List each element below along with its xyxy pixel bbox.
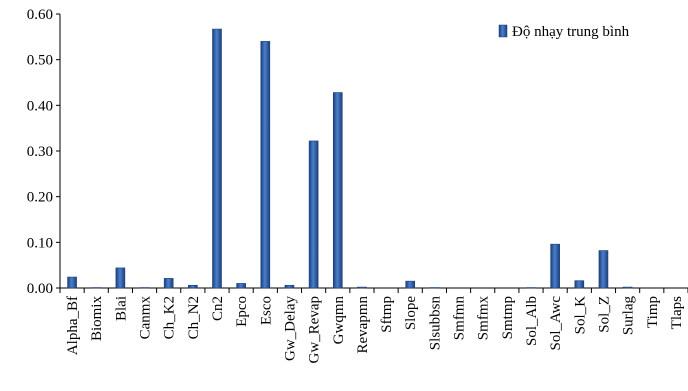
y-tick-label: 0.60 bbox=[27, 7, 53, 23]
bar-sol-k bbox=[575, 281, 584, 288]
x-tick-label: Revapmn bbox=[355, 296, 371, 354]
x-tick-label: Alpha_Bf bbox=[65, 296, 81, 355]
x-tick-label: Sol_K bbox=[572, 296, 588, 335]
bar-epco bbox=[237, 283, 246, 288]
bar-ch-k2 bbox=[164, 278, 173, 288]
x-tick-label: Smfmx bbox=[476, 296, 492, 341]
y-tick-label: 0.30 bbox=[27, 144, 53, 160]
y-tick-label: 0.20 bbox=[27, 190, 53, 206]
y-axis: 0.00 0.10 0.20 0.30 0.40 0.50 0.60 bbox=[27, 7, 60, 297]
y-tick-label: 0.50 bbox=[27, 53, 53, 69]
x-tick-label: Tlaps bbox=[669, 296, 685, 329]
x-tick-label: Epco bbox=[234, 296, 250, 327]
legend-swatch bbox=[499, 25, 507, 37]
y-tick-label: 0.00 bbox=[27, 281, 53, 297]
x-tick-label: Sol_Alb bbox=[524, 296, 540, 346]
x-tick-label: Slope bbox=[403, 296, 419, 331]
legend-label: Độ nhạy trung bình bbox=[512, 24, 630, 40]
x-tick-label: Canmx bbox=[138, 296, 154, 340]
bar-sol-z bbox=[599, 251, 608, 288]
x-tick-label: Timp bbox=[645, 296, 661, 328]
bar-surlag bbox=[623, 287, 632, 288]
bar-ch-n2 bbox=[188, 285, 197, 288]
x-tick-label: Gw_Revap bbox=[307, 296, 323, 364]
bar-blai bbox=[116, 268, 125, 288]
y-tick-label: 0.40 bbox=[27, 98, 53, 114]
legend: Độ nhạy trung bình bbox=[499, 24, 630, 40]
bar-revapmn bbox=[357, 287, 366, 288]
bar-slope bbox=[406, 281, 415, 288]
bar-gw-delay bbox=[285, 285, 294, 288]
x-tick-label: Smfmn bbox=[452, 296, 468, 341]
bars bbox=[68, 29, 633, 288]
x-tick-label: Biomix bbox=[89, 296, 105, 342]
y-tick-label: 0.10 bbox=[27, 235, 53, 251]
bar-gwqmn bbox=[333, 93, 342, 288]
x-tick-label: Esco bbox=[258, 296, 274, 325]
x-tick-label: Cn2 bbox=[210, 296, 226, 321]
x-axis: Alpha_Bf Biomix Blai Canmx Ch_K2 Ch_N2 Cn2 Epco… bbox=[60, 288, 688, 364]
x-tick-label: Gwqmn bbox=[331, 296, 347, 345]
bar-gw-revap bbox=[309, 141, 318, 288]
x-tick-label: Sol_Z bbox=[596, 296, 612, 333]
bar-alpha-bf bbox=[68, 277, 77, 288]
bar-esco bbox=[261, 41, 270, 288]
x-tick-label: Gw_Delay bbox=[282, 296, 298, 361]
x-tick-label: Sftmp bbox=[379, 296, 395, 333]
x-tick-label: Ch_K2 bbox=[162, 296, 178, 339]
x-tick-label: Slsubbsn bbox=[427, 296, 443, 351]
x-tick-label: Ch_N2 bbox=[186, 296, 202, 339]
x-tick-label: Sol_Awc bbox=[548, 296, 564, 351]
x-tick-label: Surlag bbox=[621, 296, 637, 336]
bar-sol-awc bbox=[551, 244, 560, 288]
bar-cn2 bbox=[213, 29, 222, 288]
x-tick-label: Blai bbox=[113, 296, 129, 321]
x-tick-label: Smtmp bbox=[500, 296, 516, 339]
